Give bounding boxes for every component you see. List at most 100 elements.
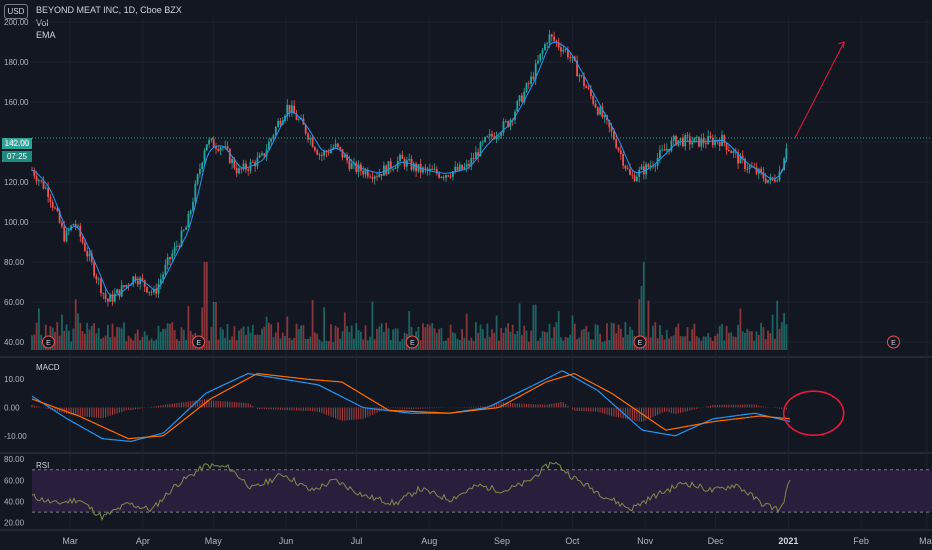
candle-body: [532, 76, 535, 80]
candle-body: [695, 136, 698, 138]
volume-bar: [624, 322, 627, 350]
volume-bar: [348, 331, 351, 350]
volume-bar: [642, 262, 645, 350]
candle-body: [424, 167, 427, 169]
volume-bar: [617, 324, 620, 350]
volume-bar: [307, 338, 309, 350]
volume-bar: [56, 322, 59, 350]
signal-line: [31, 372, 791, 440]
volume-bar: [783, 312, 785, 350]
volume-bar: [764, 339, 767, 350]
volume-bar: [334, 325, 337, 350]
candle-body: [120, 285, 123, 297]
candle-body: [516, 101, 519, 112]
volume-bar: [525, 330, 528, 350]
candle-body: [521, 95, 523, 103]
grid-lines: [0, 18, 932, 531]
candle-body: [544, 44, 546, 50]
candle-body: [481, 141, 484, 143]
candle-body: [562, 49, 565, 52]
volume-bar: [371, 301, 374, 350]
volume-bar: [709, 337, 712, 350]
candle-body: [463, 166, 466, 170]
volume-bar: [100, 338, 102, 350]
candle-body: [228, 149, 231, 164]
time-tick-label: 2021: [778, 536, 798, 546]
candle-body: [479, 142, 482, 157]
candle-body: [362, 170, 365, 175]
volume-bar: [247, 326, 250, 350]
candle-body: [159, 279, 162, 284]
trend-arrow: [794, 41, 845, 139]
candle-body: [199, 168, 201, 175]
volume-bar: [751, 331, 753, 350]
candle-body: [785, 148, 788, 159]
candle-body: [525, 83, 528, 92]
candle-body: [691, 142, 693, 145]
volume-bar: [626, 334, 629, 350]
candle-body: [383, 165, 385, 176]
volume-bar: [564, 336, 567, 350]
price-tick-label: 60.00: [4, 298, 25, 307]
candle-body: [603, 115, 606, 118]
volume-bar: [288, 337, 291, 350]
candle-body: [431, 168, 434, 170]
volume-bar: [548, 323, 551, 350]
volume-bar: [679, 336, 682, 350]
volume-bar: [72, 328, 75, 350]
candle-body: [233, 159, 236, 169]
volume-bar: [316, 333, 319, 350]
candle-body: [42, 180, 45, 189]
volume-bar: [619, 328, 622, 350]
volume-bar: [339, 338, 342, 350]
volume-bar: [141, 336, 144, 350]
volume-bar: [201, 307, 204, 350]
volume-bar: [304, 338, 307, 350]
volume-bar: [111, 323, 114, 350]
candle-body: [433, 169, 436, 170]
volume-bar: [70, 341, 72, 350]
candle-body: [146, 286, 148, 293]
volume-bar: [762, 327, 765, 350]
candle-body: [599, 107, 601, 115]
candle-body: [127, 284, 130, 286]
candle-body: [162, 274, 164, 280]
volume-bar: [373, 339, 376, 350]
volume-bar: [249, 332, 252, 350]
volume-bar: [164, 328, 167, 350]
volume-bar: [468, 340, 470, 350]
volume-bar: [353, 338, 355, 350]
candle-body: [102, 293, 105, 294]
volume-bar: [518, 303, 521, 350]
volume-bar: [300, 325, 302, 350]
candle-body: [495, 136, 498, 139]
price-tick-label: 120.00: [4, 178, 29, 187]
volume-bar: [532, 305, 535, 350]
candle-body: [226, 146, 229, 150]
candle-body: [399, 154, 401, 161]
candle-body: [700, 138, 703, 147]
candle-body: [304, 124, 307, 134]
candle-body: [196, 174, 199, 184]
candle-body: [461, 164, 463, 170]
candle-body: [760, 168, 762, 173]
candle-body: [746, 168, 749, 170]
volume-bar: [672, 335, 675, 350]
candle-body: [406, 160, 408, 167]
time-tick-label: Jul: [351, 536, 363, 546]
volume-bar: [700, 340, 703, 350]
candle-body: [709, 136, 712, 138]
volume-bar: [587, 331, 590, 350]
candle-body: [210, 138, 213, 140]
candle-body: [486, 136, 489, 138]
volume-bar: [127, 335, 130, 350]
volume-bar: [760, 322, 762, 350]
volume-bar: [130, 338, 132, 350]
candle-body: [316, 150, 319, 155]
candle-body: [288, 104, 291, 113]
currency-badge[interactable]: USD: [4, 4, 28, 19]
candle-body: [185, 227, 187, 230]
candle-body: [553, 36, 555, 41]
volume-bar: [35, 322, 38, 350]
